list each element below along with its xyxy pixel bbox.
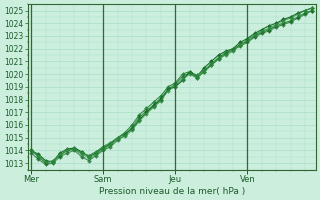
X-axis label: Pression niveau de la mer( hPa ): Pression niveau de la mer( hPa ) [99, 187, 245, 196]
